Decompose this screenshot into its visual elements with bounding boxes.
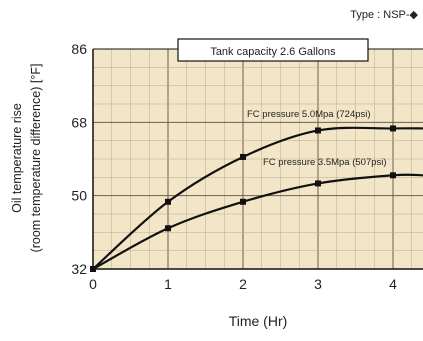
y-tick-label: 68 bbox=[71, 114, 87, 130]
series-label-5-0mpa: FC pressure 5.0Mpa (724psi) bbox=[247, 109, 371, 120]
x-tick-label: 4 bbox=[389, 276, 397, 292]
series-1-point-1 bbox=[165, 225, 171, 232]
y-axis-label-line1: Oil temperature rise bbox=[10, 103, 24, 213]
x-tick-label: 1 bbox=[164, 276, 172, 292]
series-1-point-2 bbox=[240, 198, 246, 205]
series-label-3-5mpa: FC pressure 3.5Mpa (507psi) bbox=[263, 157, 387, 168]
series-0-point-1 bbox=[165, 198, 171, 205]
series-1-point-4 bbox=[390, 172, 396, 179]
series-0-point-3 bbox=[315, 127, 321, 134]
y-axis-label-line2: (room temperature difference) [°F] bbox=[29, 64, 43, 253]
y-tick-label: 32 bbox=[71, 261, 87, 277]
tick-labels: 0 1 2 3 4 32 50 68 86 bbox=[71, 41, 397, 292]
x-tick-label: 3 bbox=[314, 276, 322, 292]
series-0-point-2 bbox=[240, 153, 246, 160]
x-tick-label: 0 bbox=[89, 276, 97, 292]
x-tick-label: 2 bbox=[239, 276, 247, 292]
type-label: Type : NSP-◆ bbox=[350, 9, 418, 21]
y-tick-label: 86 bbox=[71, 41, 87, 57]
x-axis-label: Time (Hr) bbox=[229, 313, 288, 329]
series-0-point-4 bbox=[390, 125, 396, 132]
y-tick-label: 50 bbox=[71, 188, 87, 204]
series-layer bbox=[90, 125, 423, 272]
title-box bbox=[177, 38, 369, 62]
series-1-point-3 bbox=[315, 180, 321, 187]
title-box-text: Tank capacity 2.6 Gallons bbox=[210, 46, 336, 58]
